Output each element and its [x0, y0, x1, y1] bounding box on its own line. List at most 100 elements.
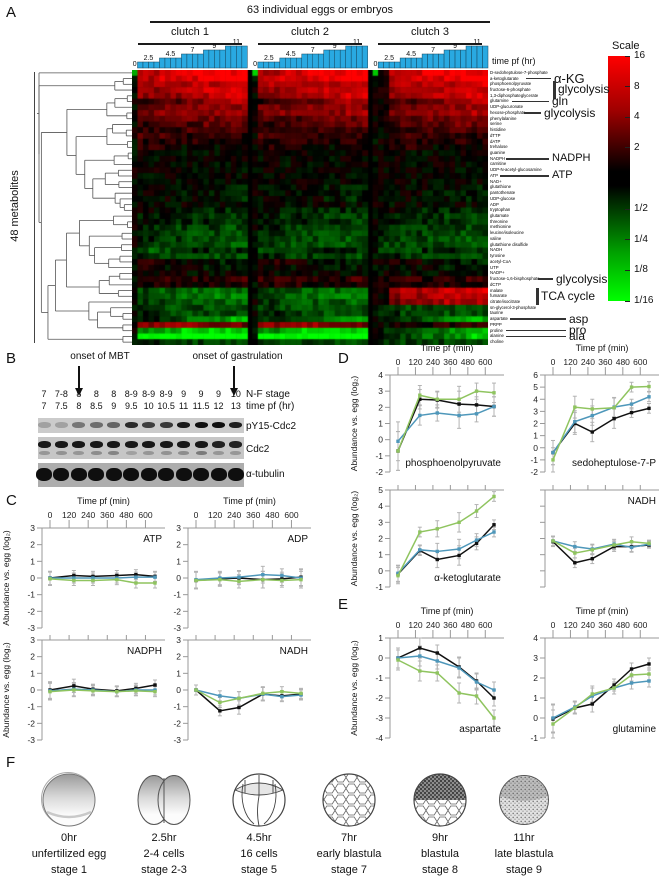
annotation-line: [506, 158, 549, 160]
metabolite-label: dTTP: [490, 132, 501, 138]
svg-text:240: 240: [227, 510, 241, 520]
nf-stage-value: 8-9: [142, 389, 156, 399]
time-pf-value: 7: [41, 401, 47, 411]
svg-text:0: 0: [373, 61, 377, 68]
blot-band: [159, 441, 173, 448]
metabolite-label: 1,3-diphosphateglycerate: [490, 92, 539, 98]
annotation-label: glycolysis: [558, 82, 610, 97]
svg-text:Abundance vs. egg (log₂): Abundance vs. egg (log₂): [1, 530, 11, 626]
stage-name: 2-4 cells: [143, 848, 185, 860]
scale-tick-mark: [625, 269, 630, 271]
svg-text:-1: -1: [375, 673, 383, 683]
metabolite-label: NADP+: [490, 270, 505, 276]
chart-aspartate: 0 120 240 360 480 600 Time pf (min) 1 0 -1 -2 -3 -4 A…: [349, 606, 504, 743]
chart-phosphoenolpyruvate: 0 120 240 360 480 600 Time pf (min) 4 3 2 1 0 -1 -2 Ab…: [349, 343, 504, 477]
svg-text:600: 600: [478, 357, 492, 367]
svg-text:240: 240: [426, 620, 440, 630]
scale-tick-label: 8: [634, 80, 640, 92]
scale-tick-mark: [625, 300, 630, 302]
annotation-label: NADPH: [552, 151, 591, 164]
chart-sedoheptulose-7-p: 0 120 240 360 480 600 Time pf (min) 6 5 4 3 2 1 0 -1 -2…: [530, 343, 659, 477]
svg-text:-3: -3: [27, 735, 35, 745]
metabolite-label: valine: [490, 235, 502, 241]
svg-text:NADH: NADH: [280, 646, 308, 657]
metabolite-label: D-sedoheptulose-7-phosphate: [490, 69, 548, 75]
svg-text:Time pf (min): Time pf (min): [77, 496, 130, 506]
svg-text:1: 1: [378, 419, 383, 429]
svg-text:5: 5: [533, 382, 538, 392]
blot-strip: [38, 418, 244, 433]
scale-tick-mark: [625, 239, 630, 241]
gastrulation-label: onset of gastrulation: [192, 351, 283, 362]
svg-text:-3: -3: [173, 735, 181, 745]
svg-text:0: 0: [378, 435, 383, 445]
metabolite-label: glutathione disulfide: [490, 241, 528, 247]
svg-text:4: 4: [533, 394, 538, 404]
svg-text:480: 480: [461, 620, 475, 630]
stage-number: stage 7: [330, 864, 368, 876]
svg-text:glutamine: glutamine: [613, 724, 657, 735]
blot-band: [142, 441, 156, 448]
annotation-label: glycolysis: [556, 271, 608, 286]
svg-text:2: 2: [533, 419, 538, 429]
egg-3-icon: [232, 773, 286, 827]
svg-text:600: 600: [478, 620, 492, 630]
blot-sub-band: [90, 451, 102, 455]
time-pf-value: 11.5: [192, 401, 210, 411]
blot-band: [175, 468, 192, 481]
svg-text:-2: -2: [530, 467, 538, 477]
blot-sub-band: [55, 451, 67, 455]
blot-sub-band: [38, 451, 50, 455]
svg-text:-1: -1: [375, 582, 383, 592]
header-underline: [150, 21, 490, 23]
svg-text:-2: -2: [27, 606, 35, 616]
svg-text:-2: -2: [375, 693, 383, 703]
annotation-label: asp: [569, 311, 589, 326]
svg-text:11: 11: [473, 39, 480, 46]
svg-text:240: 240: [581, 357, 595, 367]
stage-number: stage 2-3: [141, 864, 187, 876]
svg-text:4.5: 4.5: [286, 51, 296, 58]
svg-text:Time pf (min): Time pf (min): [223, 496, 276, 506]
blot-band: [123, 468, 140, 481]
blot-band: [212, 422, 225, 428]
svg-text:360: 360: [100, 510, 114, 520]
nf-stage-value: 8: [76, 389, 82, 399]
nf-stage-value: 8: [111, 389, 117, 399]
blot-band: [37, 441, 51, 448]
svg-text:0: 0: [48, 510, 53, 520]
chart-nadh: 3 2 1 0 -1 -2 -3 NADH: [173, 635, 311, 745]
annotation-line: [538, 278, 553, 280]
scale-tick-mark: [625, 147, 630, 149]
panel-f-label: F: [6, 754, 16, 771]
svg-text:5: 5: [378, 485, 383, 495]
metabolite-label: tryptophan: [490, 207, 511, 213]
svg-text:11: 11: [233, 39, 240, 46]
nf-stage-value: 9: [215, 389, 221, 399]
blot-sub-band: [178, 451, 190, 455]
metabolite-label: fructose-6-phosphate: [490, 86, 531, 92]
annotation-line: [526, 77, 551, 80]
svg-text:0: 0: [176, 573, 181, 583]
metabolite-label: PRPP: [490, 321, 502, 327]
svg-text:2.5: 2.5: [144, 55, 154, 62]
scale-tick-label: 1/16: [634, 295, 654, 306]
metabolite-label: trehalose: [490, 144, 508, 150]
annotation-label: gln: [552, 94, 569, 109]
nf-stage-value: 8: [93, 389, 99, 399]
blot-band: [88, 468, 105, 481]
svg-text:11: 11: [353, 39, 360, 46]
blot-band: [229, 422, 243, 428]
svg-text:480: 480: [119, 510, 133, 520]
annotation-label: α-KG: [554, 70, 585, 86]
metabolite-bracket-line: [34, 72, 36, 343]
svg-text:2: 2: [176, 652, 181, 662]
blot-band: [124, 422, 138, 428]
svg-text:1: 1: [533, 693, 538, 703]
svg-text:4.5: 4.5: [166, 51, 176, 58]
stage-time: 0hr: [61, 832, 77, 844]
annotation-label: glycolysis: [544, 105, 596, 120]
blot-band: [140, 468, 157, 481]
svg-text:0: 0: [533, 713, 538, 723]
